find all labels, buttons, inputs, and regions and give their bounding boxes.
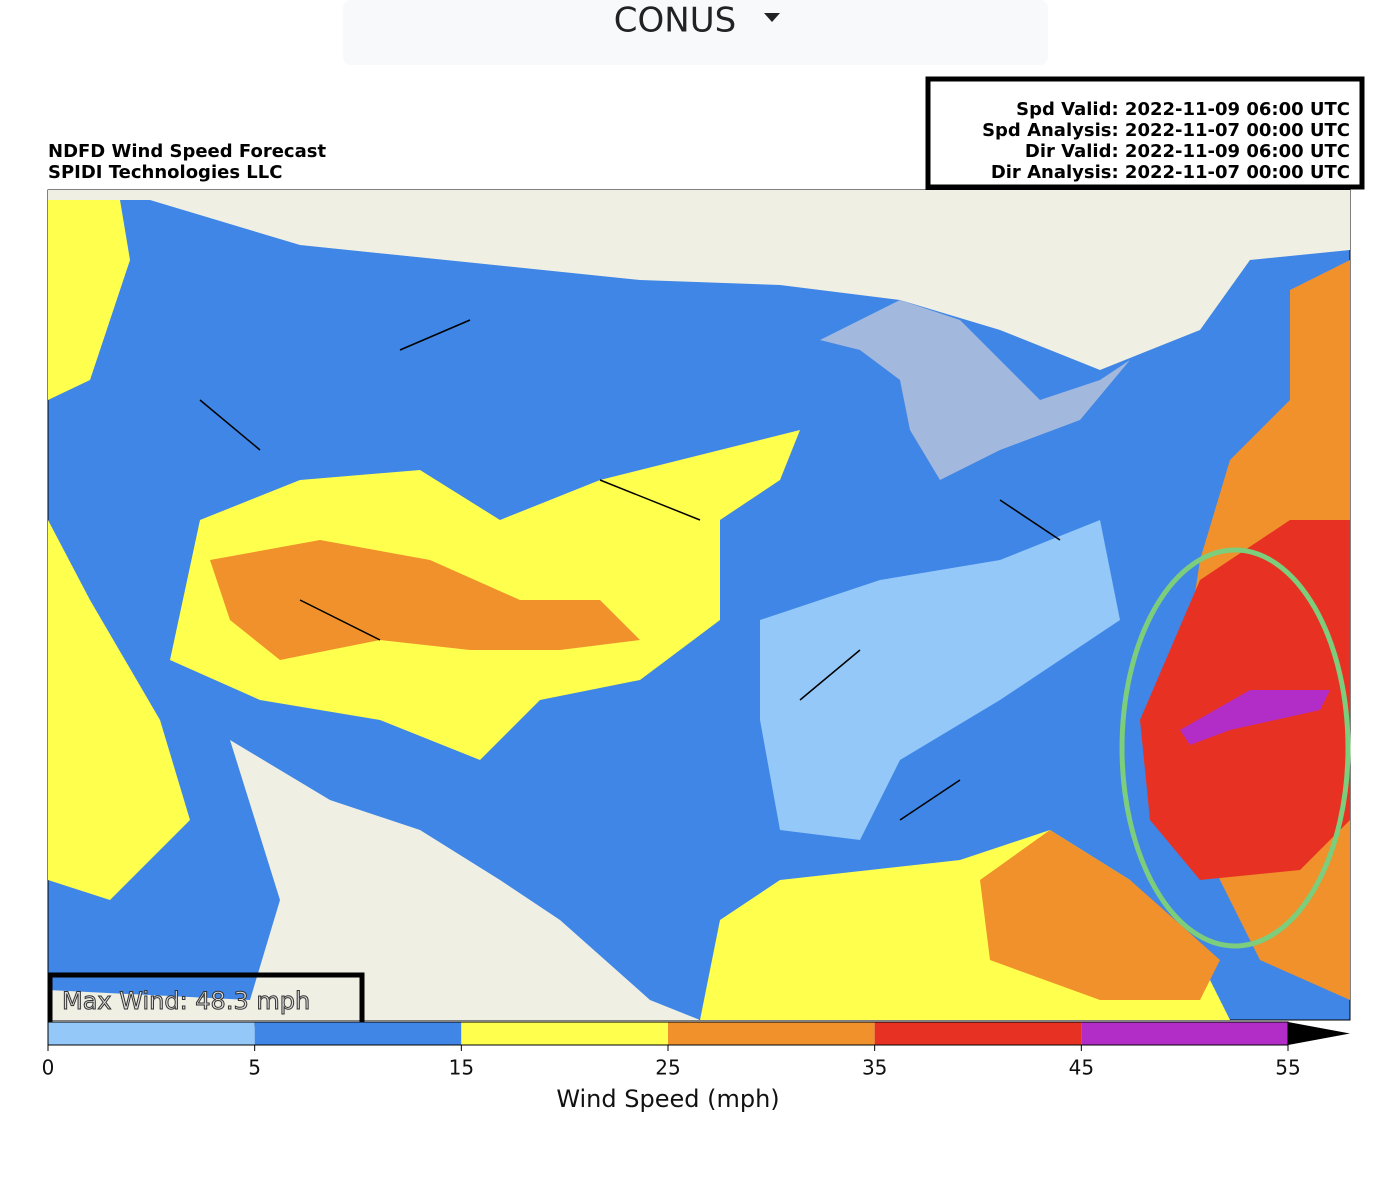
cali-yellow: [48, 520, 190, 900]
canada: [48, 190, 1350, 370]
colorbar-segment: [1081, 1022, 1288, 1045]
great-lakes: [820, 300, 1130, 480]
title-line: SPIDI Technologies LLC: [48, 162, 282, 183]
colorbar-tick-label: 55: [1275, 1056, 1300, 1080]
info-box: [925, 76, 1365, 190]
colorbar-tick-label: 0: [42, 1056, 55, 1080]
info-line: Spd Valid: 2022-11-09 06:00 UTC: [1016, 99, 1350, 120]
colorbar: 0 5 15 25 35 45 55: [42, 1021, 1350, 1080]
colorbar-tick-label: 25: [655, 1056, 680, 1080]
map: [47, 189, 1351, 1021]
colorbar-tick-label: 5: [248, 1056, 261, 1080]
colorbar-extend: [1288, 1022, 1350, 1045]
caret[interactable]: [764, 13, 780, 22]
west-orange: [210, 540, 640, 660]
info-line: Spd Analysis: 2022-11-07 00:00 UTC: [982, 120, 1350, 141]
info-line: Dir Valid: 2022-11-09 06:00 UTC: [1025, 141, 1350, 162]
gulf-orange: [980, 830, 1220, 1000]
dropdown[interactable]: [343, 0, 1048, 65]
nw-yellow: [48, 200, 130, 400]
mexico: [48, 740, 700, 1020]
wind-barbs: [199, 319, 1061, 821]
colorbar-segment: [48, 1022, 255, 1045]
east-lightblue: [760, 520, 1120, 840]
colorbar-label: Wind Speed (mph): [556, 1085, 779, 1113]
colorbar-segment: [668, 1022, 875, 1045]
colorbar-segment: [254, 1022, 462, 1045]
title-line: NDFD Wind Speed Forecast: [48, 141, 326, 162]
colorbar-segment: [461, 1022, 668, 1045]
colorbar-tick-label: 15: [449, 1056, 474, 1080]
ne-orange: [1290, 260, 1350, 420]
dropdown-label[interactable]: CONUS: [614, 1, 736, 41]
colorbar-tick-label: 35: [862, 1056, 887, 1080]
atlantic-purple: [1180, 690, 1330, 745]
colorbar-tick-label: 45: [1069, 1056, 1094, 1080]
colorbar-segment: [874, 1022, 1082, 1045]
max-wind: Max Wind: 48.3 mph: [62, 987, 310, 1015]
info-line: Dir Analysis: 2022-11-07 00:00 UTC: [991, 162, 1350, 183]
highlight-ellipse: [1119, 547, 1351, 949]
